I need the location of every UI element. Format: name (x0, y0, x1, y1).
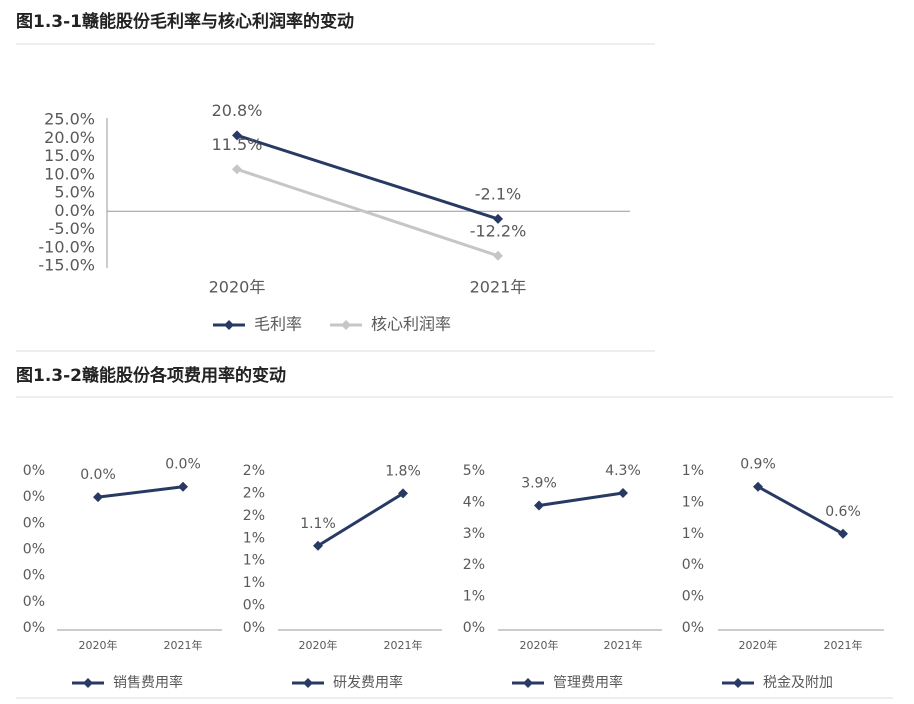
point (93, 492, 103, 503)
y-tick-label: 1% (243, 530, 265, 546)
y-tick-label: 0% (23, 568, 45, 584)
y-tick-label: 0% (463, 620, 485, 636)
legend-marker (733, 678, 743, 688)
point (493, 213, 503, 224)
y-tick-label: 0.0% (54, 201, 95, 220)
x-tick-label: 2021年 (824, 638, 863, 652)
y-tick-label: -15.0% (38, 256, 95, 275)
legend-label: 管理费用率 (553, 674, 623, 691)
series-line (538, 491, 624, 508)
y-tick-label: 2% (243, 485, 265, 501)
y-tick-label: 4% (463, 494, 485, 510)
data-label: 0.0% (165, 457, 201, 473)
point (753, 481, 763, 492)
point (534, 500, 544, 511)
y-tick-label: 2% (463, 557, 485, 573)
point (178, 481, 188, 492)
data-label: 20.8% (212, 101, 263, 120)
series-line (757, 485, 844, 536)
series-line (97, 485, 184, 499)
y-tick-label: 1% (243, 553, 265, 569)
x-tick-label: 2020年 (520, 638, 559, 652)
legend-label: 研发费用率 (333, 674, 403, 691)
y-tick-label: 1% (682, 526, 704, 542)
series-line (236, 133, 499, 221)
legend-marker (303, 678, 313, 688)
legend-marker (341, 320, 351, 330)
point (838, 528, 848, 539)
y-tick-label: 0% (682, 589, 704, 605)
y-tick-label: 0% (243, 620, 265, 636)
series-line (236, 167, 499, 258)
y-tick-label: 2% (243, 463, 265, 479)
y-tick-label: -5.0% (49, 219, 95, 238)
y-tick-label: 0% (23, 515, 45, 531)
chart-title: 图1.3-1赣能股份毛利率与核心利润率的变动 (16, 11, 354, 32)
data-label: 1.1% (300, 516, 336, 532)
chart-title: 图1.3-2赣能股份各项费用率的变动 (16, 365, 286, 386)
y-tick-label: 3% (463, 526, 485, 542)
data-label: 11.5% (212, 135, 263, 154)
y-tick-label: 0% (243, 598, 265, 614)
point (493, 250, 503, 261)
point (232, 130, 242, 141)
data-label: 3.9% (521, 476, 557, 492)
legend-label: 税金及附加 (763, 675, 833, 691)
y-tick-label: 0% (23, 620, 45, 636)
x-tick-label: 2020年 (79, 638, 118, 652)
x-tick-label: 2021年 (470, 278, 527, 297)
data-label: 0.9% (740, 457, 776, 473)
x-tick-label: 2021年 (604, 638, 643, 652)
legend-label: 毛利率 (254, 315, 302, 334)
y-tick-label: 0% (23, 542, 45, 558)
y-tick-label: 10.0% (44, 164, 95, 183)
data-label: -2.1% (475, 184, 521, 203)
y-tick-label: 15.0% (44, 146, 95, 165)
legend-marker (224, 320, 234, 330)
data-label: -12.2% (470, 221, 527, 240)
point (232, 164, 242, 175)
y-tick-label: 5% (463, 463, 485, 479)
series-line (317, 492, 404, 548)
point (398, 488, 408, 499)
y-tick-label: 2% (243, 508, 265, 524)
y-tick-label: 1% (682, 463, 704, 479)
y-tick-label: 1% (243, 575, 265, 591)
y-tick-label: 0% (682, 557, 704, 573)
data-label: 0.0% (80, 467, 116, 483)
x-tick-label: 2020年 (209, 278, 266, 297)
y-tick-label: 0% (23, 463, 45, 479)
y-tick-label: 5.0% (54, 183, 95, 202)
point (313, 540, 323, 551)
y-tick-label: 0% (23, 594, 45, 610)
y-tick-label: 25.0% (44, 110, 95, 129)
y-tick-label: 1% (682, 494, 704, 510)
data-label: 0.6% (825, 504, 861, 520)
y-tick-label: 0% (23, 489, 45, 505)
y-tick-label: 0% (682, 620, 704, 636)
legend-marker (523, 678, 533, 688)
data-label: 4.3% (605, 463, 641, 479)
x-tick-label: 2020年 (299, 638, 338, 652)
x-tick-label: 2021年 (384, 638, 423, 652)
legend-marker (83, 678, 93, 688)
legend-label: 核心利润率 (371, 315, 451, 334)
x-tick-label: 2020年 (739, 638, 778, 652)
legend-label: 销售费用率 (113, 674, 183, 691)
y-tick-label: 20.0% (44, 128, 95, 147)
x-tick-label: 2021年 (164, 638, 203, 652)
point (618, 487, 628, 498)
y-tick-label: 1% (463, 589, 485, 605)
data-label: 1.8% (385, 463, 421, 479)
y-tick-label: -10.0% (38, 237, 95, 256)
